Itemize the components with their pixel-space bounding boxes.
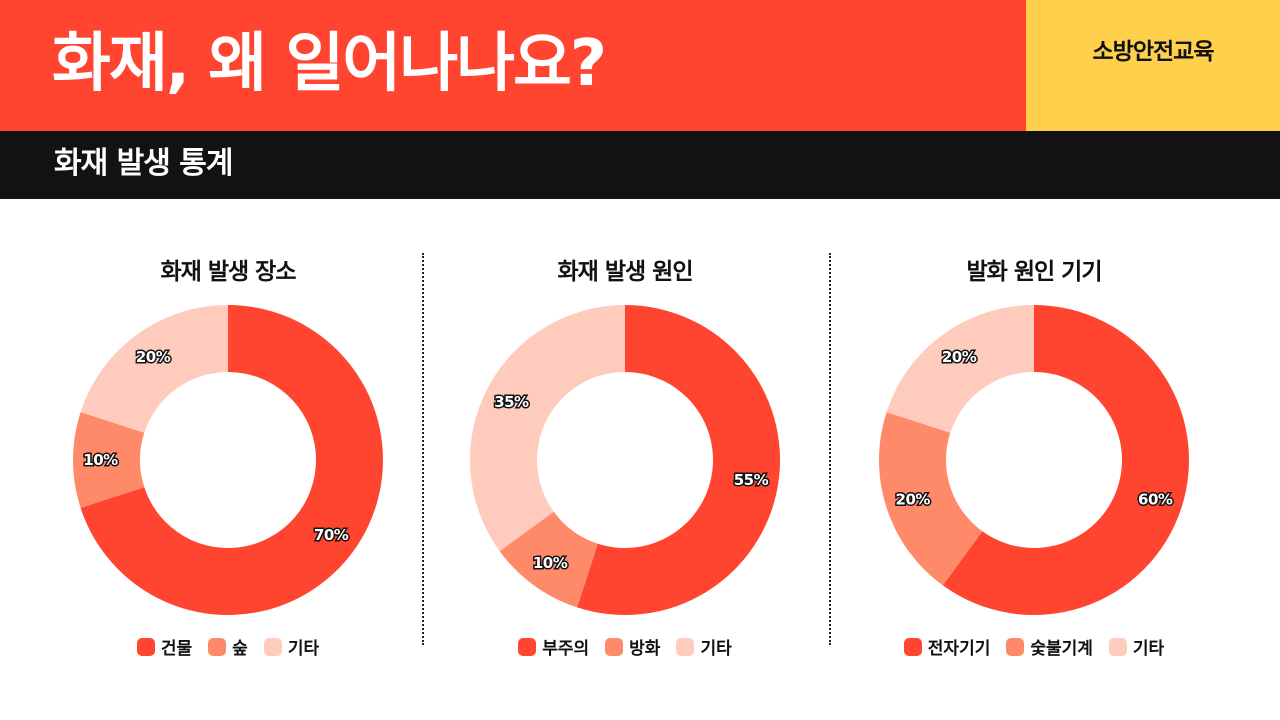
segment-percent-label: 60% (1138, 490, 1173, 508)
subtitle-bar: 화재 발생 통계 (0, 131, 1280, 199)
segment-percent-label: 55% (734, 471, 769, 489)
donut-chart: 55% 10% 35% (470, 305, 780, 615)
legend-item: 기타 (676, 634, 732, 659)
legend-item: 부주의 (518, 634, 589, 659)
legend-label: 방화 (629, 639, 661, 659)
section-subtitle: 화재 발생 통계 (54, 146, 233, 181)
legend-swatch-icon (903, 637, 922, 656)
legend-label: 기타 (1132, 639, 1165, 659)
segment-percent-label: 20% (896, 490, 931, 508)
donut-segment (499, 511, 598, 608)
chart-legend: 부주의 방화 기타 (425, 634, 825, 659)
legend-item: 기타 (1108, 634, 1165, 659)
legend-swatch-icon (676, 637, 695, 656)
legend-item: 건물 (136, 634, 193, 659)
legend-swatch-icon (1108, 637, 1127, 656)
legend-swatch-icon (1006, 637, 1025, 656)
donut-chart: 70% 10% 20% (73, 305, 383, 615)
donut-segment (942, 305, 1189, 615)
donut-segment (80, 305, 383, 615)
legend-item: 숲 (208, 634, 248, 659)
donut-segment (470, 305, 625, 552)
title-block: 화재, 왜 일어나나요? (0, 0, 1026, 131)
chart-title: 발화 원인 기기 (966, 259, 1103, 285)
legend-swatch-icon (136, 637, 155, 656)
donut-segment (73, 412, 145, 508)
legend-swatch-icon (208, 637, 227, 656)
segment-percent-label: 20% (942, 348, 977, 366)
legend-item: 숯불기계 (1006, 634, 1093, 659)
legend-swatch-icon (263, 637, 282, 656)
legend-label: 숯불기계 (1030, 639, 1093, 659)
segment-percent-label: 10% (83, 451, 118, 469)
legend-label: 전자기기 (927, 639, 991, 659)
dotted-divider (829, 253, 831, 645)
chart-title: 화재 발생 원인 (557, 259, 694, 285)
legend-swatch-icon (605, 637, 624, 656)
badge-block: 소방안전교육 (1026, 0, 1280, 131)
donut-chart: 60% 20% 20% (879, 305, 1189, 615)
donut-segment (886, 305, 1034, 433)
chart-legend: 건물 숲 기타 (28, 634, 428, 659)
course-badge: 소방안전교육 (1092, 39, 1215, 65)
donut-segment (879, 412, 983, 586)
segment-percent-label: 70% (314, 526, 349, 544)
legend-swatch-icon (518, 637, 537, 656)
legend-item: 전자기기 (903, 634, 991, 659)
segment-percent-label: 35% (494, 393, 529, 411)
donut-segment (80, 305, 228, 433)
chart-legend: 전자기기 숯불기계 기타 (834, 634, 1234, 659)
legend-label: 부주의 (542, 639, 590, 659)
legend-item: 방화 (605, 634, 660, 659)
segment-percent-label: 10% (533, 554, 568, 572)
segment-percent-label: 20% (136, 348, 171, 366)
header-bar: 화재, 왜 일어나나요? 소방안전교육 (0, 0, 1280, 131)
chart-panel-location: 화재 발생 장소 70% 10% 20% 건물 숲 기타 (28, 240, 428, 680)
chart-title: 화재 발생 장소 (160, 259, 297, 285)
legend-item: 기타 (263, 634, 320, 659)
chart-panel-cause: 화재 발생 원인 55% 10% 35% 부주의 방화 기타 (425, 240, 825, 680)
page-title: 화재, 왜 일어나나요? (52, 27, 607, 101)
chart-panel-device: 발화 원인 기기 60% 20% 20% 전자기기 숯불기계 기타 (834, 240, 1234, 680)
legend-label: 건물 (160, 639, 193, 659)
legend-label: 기타 (287, 639, 320, 659)
donut-segment (577, 305, 780, 615)
legend-label: 기타 (700, 639, 732, 659)
dotted-divider (422, 253, 424, 645)
legend-label: 숲 (232, 639, 248, 659)
